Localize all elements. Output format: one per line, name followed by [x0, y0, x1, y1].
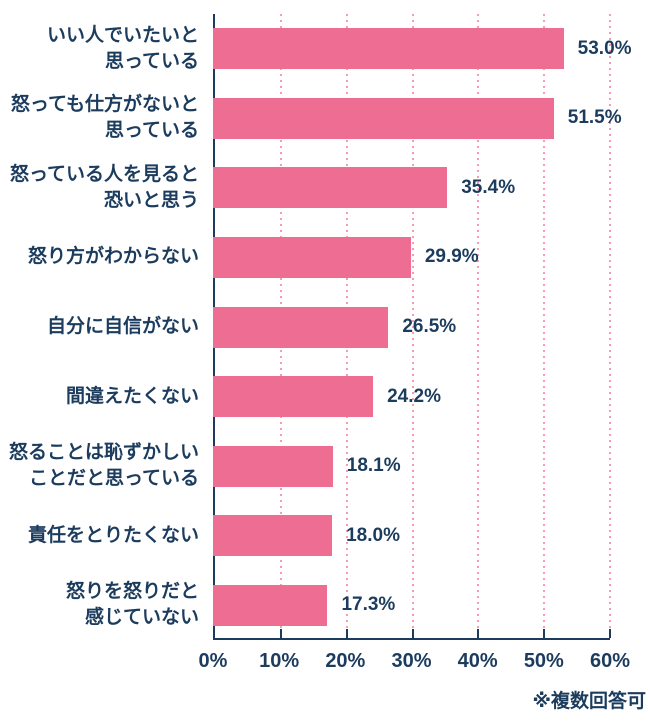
bar-track: 35.4% — [213, 153, 610, 223]
bar-track: 18.1% — [213, 431, 610, 501]
footnote: ※複数回答可 — [532, 691, 646, 712]
bar-track: 29.9% — [213, 223, 610, 293]
x-axis-tick-label: 10% — [259, 650, 300, 672]
axis-tick — [411, 629, 414, 638]
x-axis-tick-label: 0% — [198, 650, 228, 672]
value-label: 26.5% — [402, 316, 457, 338]
bar — [213, 236, 411, 278]
bar-row: 怒っても仕方がないと 思っている 51.5% — [0, 84, 622, 154]
category-label: 間違えたくない — [65, 385, 199, 407]
category-label: 怒っても仕方がないと 思っている — [10, 94, 199, 142]
bar — [213, 584, 328, 626]
category-label: いい人でいたいと 思っている — [46, 24, 199, 72]
value-label: 18.0% — [346, 524, 400, 546]
bar-track: 51.5% — [213, 84, 622, 154]
bar-track: 24.2% — [213, 362, 610, 432]
bar-row: 怒りを怒りだと 感じていない 17.3% — [0, 571, 610, 641]
value-label: 51.5% — [567, 107, 622, 129]
value-label: 53.0% — [577, 37, 632, 59]
x-axis-tick-label: 20% — [325, 650, 366, 672]
value-label: 35.4% — [461, 176, 516, 198]
bar-track: 26.5% — [213, 292, 610, 362]
value-label: 29.9% — [424, 246, 479, 268]
axis-tick — [345, 629, 348, 638]
x-axis-tick-label: 60% — [589, 650, 631, 672]
bar-track: 17.3% — [213, 571, 610, 641]
bar-row: 怒っている人を見ると 恐いと思う 35.4% — [0, 153, 610, 223]
axis-tick — [543, 629, 546, 638]
bar-track: 53.0% — [213, 14, 632, 84]
bar — [213, 515, 333, 557]
bar — [213, 97, 554, 139]
bar-row: 責任をとりたくない 18.0% — [0, 501, 610, 571]
category-label: 責任をとりたくない — [27, 524, 199, 546]
bar-rows: いい人でいたいと 思っている 53.0% 怒っても仕方がないと 思っている 51.5… — [0, 14, 632, 641]
axis-tick — [279, 629, 282, 638]
value-label: 24.2% — [387, 385, 441, 407]
bar — [213, 167, 448, 209]
category-label: 自分に自信がない — [46, 316, 199, 338]
bar-track: 18.0% — [213, 501, 610, 571]
x-axis-tick-labels: 0% 10% 20% 30% 40% 50% 60% — [199, 650, 630, 676]
x-axis-tick-label: 40% — [457, 650, 498, 672]
gridline — [543, 14, 546, 629]
bar-row: 自分に自信がない 26.5% — [0, 292, 610, 362]
value-label: 17.3% — [341, 594, 396, 616]
gridline — [609, 14, 611, 629]
bar-row: 怒ることは恥ずかしい ことだと思っている 18.1% — [0, 431, 610, 501]
bar — [213, 445, 333, 487]
gridline — [411, 14, 414, 629]
gridline — [477, 14, 480, 629]
category-label: 怒ることは恥ずかしい ことだと思っている — [8, 442, 199, 490]
axis-tick — [609, 629, 611, 638]
bar-row: いい人でいたいと 思っている 53.0% — [0, 14, 632, 84]
category-label: 怒りを怒りだと 感じていない — [65, 581, 199, 629]
category-label: 怒っている人を見ると 恐いと思う — [9, 163, 199, 211]
bar — [213, 28, 564, 70]
axis-tick — [477, 629, 480, 638]
bar — [213, 306, 389, 348]
bar-row: 間違えたくない 24.2% — [0, 362, 610, 432]
x-axis-tick-label: 50% — [523, 650, 564, 672]
bar-row: 怒り方がわからない 29.9% — [0, 223, 610, 293]
x-axis-tick-label: 30% — [391, 650, 432, 672]
value-label: 18.1% — [346, 455, 401, 477]
bar — [213, 376, 374, 418]
category-label: 怒り方がわからない — [27, 246, 199, 268]
